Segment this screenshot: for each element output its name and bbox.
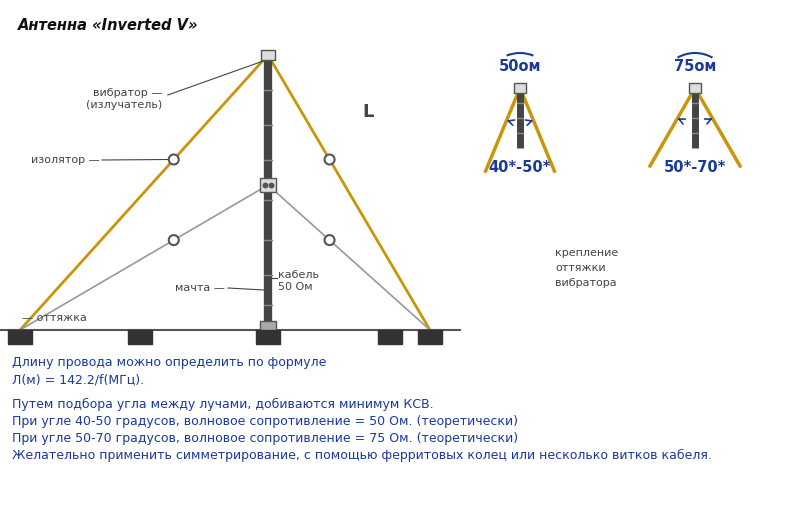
Bar: [256, 330, 280, 344]
Circle shape: [169, 155, 179, 164]
Text: 75ом: 75ом: [674, 59, 716, 74]
Circle shape: [324, 235, 335, 245]
Text: При угле 40-50 градусов, волновое сопротивление = 50 Ом. (теоретически): При угле 40-50 градусов, волновое сопрот…: [12, 415, 518, 428]
Circle shape: [169, 235, 179, 245]
Text: L: L: [362, 103, 374, 121]
Text: 40*-50*: 40*-50*: [489, 160, 551, 175]
Text: крепление
оттяжки
вибратора: крепление оттяжки вибратора: [555, 248, 618, 288]
Text: Желательно применить симметрирование, с помощью ферритовых колец или несколько в: Желательно применить симметрирование, с …: [12, 449, 712, 462]
Bar: [261, 50, 275, 60]
Bar: [378, 330, 402, 344]
Text: изолятор —: изолятор —: [31, 155, 100, 165]
Text: Антенна «Inverted V»: Антенна «Inverted V»: [18, 18, 199, 33]
Bar: [260, 178, 276, 192]
Text: При угле 50-70 градусов, волновое сопротивление = 75 Ом. (теоретически): При угле 50-70 градусов, волновое сопрот…: [12, 432, 518, 445]
Text: Длину провода можно определить по формуле: Длину провода можно определить по формул…: [12, 356, 326, 369]
Text: — оттяжка: — оттяжка: [22, 313, 87, 323]
Text: Л(м) = 142.2/f(МГц).: Л(м) = 142.2/f(МГц).: [12, 373, 144, 386]
Bar: [128, 330, 152, 344]
Bar: [260, 321, 276, 333]
Bar: [8, 330, 32, 344]
Bar: [689, 83, 701, 93]
Text: 50*-70*: 50*-70*: [664, 160, 727, 175]
Text: кабель
50 Ом: кабель 50 Ом: [278, 270, 319, 292]
Text: мачта —: мачта —: [175, 283, 225, 293]
Text: Путем подбора угла между лучами, добиваются минимум КСВ.: Путем подбора угла между лучами, добиваю…: [12, 398, 433, 411]
Circle shape: [324, 155, 335, 164]
Bar: [514, 83, 526, 93]
Bar: [418, 330, 442, 344]
Text: 50ом: 50ом: [499, 59, 541, 74]
Text: вибратор —
(излучатель): вибратор — (излучатель): [86, 88, 162, 109]
